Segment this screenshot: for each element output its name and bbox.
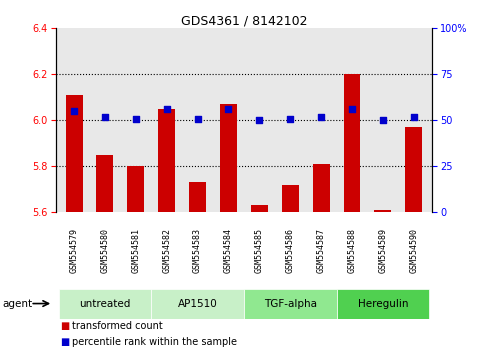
Text: GSM554590: GSM554590 xyxy=(409,228,418,273)
Point xyxy=(317,114,325,120)
Text: GSM554583: GSM554583 xyxy=(193,228,202,273)
Bar xyxy=(97,155,114,212)
Text: agent: agent xyxy=(2,298,32,309)
Bar xyxy=(405,127,422,212)
Point xyxy=(348,107,356,112)
Point xyxy=(225,107,232,112)
Bar xyxy=(343,74,360,212)
Point xyxy=(286,116,294,121)
Bar xyxy=(158,109,175,212)
Bar xyxy=(282,185,298,212)
Text: GSM554585: GSM554585 xyxy=(255,228,264,273)
Text: GDS4361 / 8142102: GDS4361 / 8142102 xyxy=(181,14,307,27)
Bar xyxy=(189,183,206,212)
Text: AP1510: AP1510 xyxy=(178,298,217,309)
Text: untreated: untreated xyxy=(79,298,130,309)
Text: GSM554589: GSM554589 xyxy=(378,228,387,273)
Text: GSM554581: GSM554581 xyxy=(131,228,141,273)
Point xyxy=(132,116,140,121)
Text: GSM554582: GSM554582 xyxy=(162,228,171,273)
Bar xyxy=(151,289,244,319)
Bar xyxy=(337,289,429,319)
Point xyxy=(194,116,201,121)
Text: TGF-alpha: TGF-alpha xyxy=(264,298,317,309)
Bar xyxy=(313,164,329,212)
Bar xyxy=(128,166,144,212)
Text: GSM554588: GSM554588 xyxy=(347,228,356,273)
Text: Heregulin: Heregulin xyxy=(357,298,408,309)
Bar xyxy=(374,210,391,212)
Text: GSM554579: GSM554579 xyxy=(70,228,79,273)
Bar xyxy=(251,206,268,212)
Bar xyxy=(220,104,237,212)
Bar xyxy=(66,95,83,212)
Text: GSM554580: GSM554580 xyxy=(100,228,110,273)
Text: percentile rank within the sample: percentile rank within the sample xyxy=(72,337,238,347)
Bar xyxy=(244,289,337,319)
Text: GSM554584: GSM554584 xyxy=(224,228,233,273)
Text: ■: ■ xyxy=(60,321,70,331)
Point xyxy=(410,114,418,120)
Point xyxy=(163,107,170,112)
Text: ■: ■ xyxy=(60,337,70,347)
Text: GSM554587: GSM554587 xyxy=(317,228,326,273)
Point xyxy=(256,118,263,123)
Bar xyxy=(58,289,151,319)
Text: GSM554586: GSM554586 xyxy=(286,228,295,273)
Point xyxy=(379,118,387,123)
Text: transformed count: transformed count xyxy=(72,321,163,331)
Point xyxy=(101,114,109,120)
Point xyxy=(70,108,78,114)
